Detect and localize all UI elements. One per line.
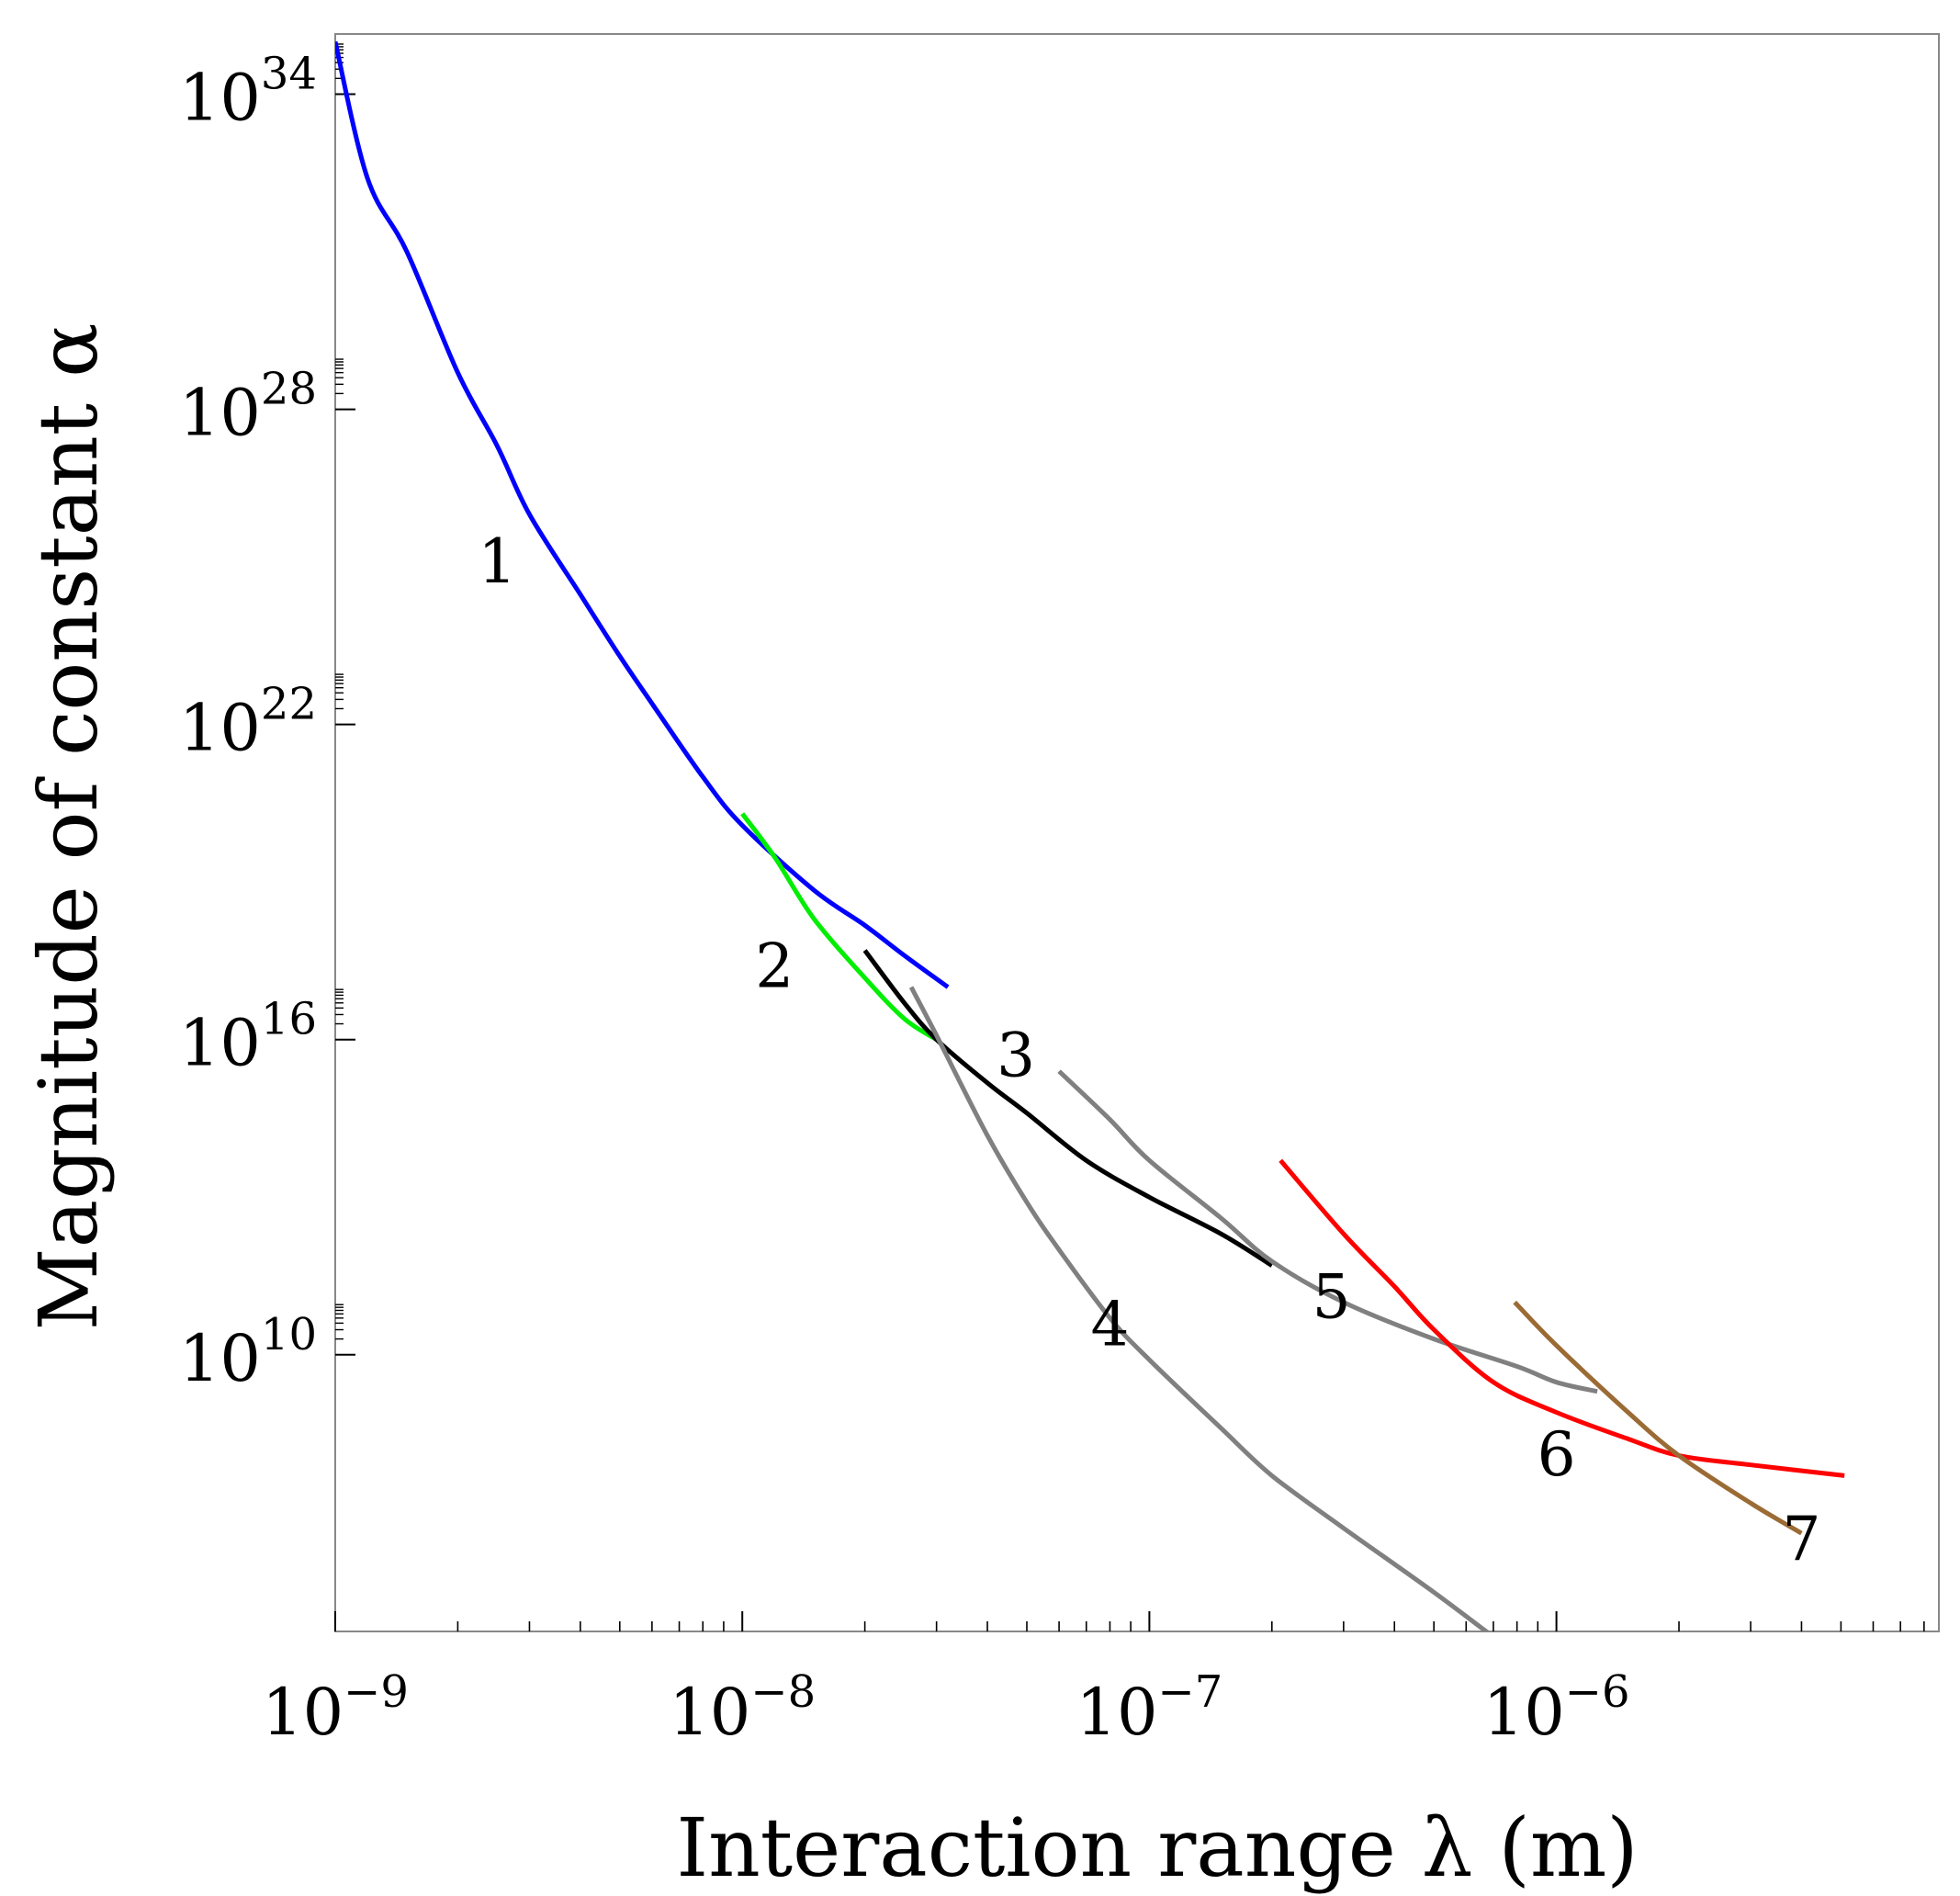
labels-layer: 1 2 3 4 5 6 7 [478, 526, 1820, 1574]
x-tick-label: 10−9 [262, 1666, 409, 1750]
y-tick-base: 10 [179, 376, 261, 451]
curve-label-3: 3 [997, 1020, 1035, 1090]
curve-label-7: 7 [1782, 1504, 1820, 1574]
y-tick-label: 1028 [179, 364, 317, 451]
y-tick-exponent: 34 [261, 49, 317, 100]
x-tick-base: 10 [1483, 1675, 1565, 1750]
y-tick-exponent: 22 [261, 679, 317, 730]
y-axis-title: Magnitude of constant α [21, 322, 116, 1330]
series-line-6 [1279, 1158, 1845, 1478]
y-tick-exponent: 16 [261, 994, 317, 1045]
x-tick-exponent: −9 [344, 1666, 409, 1718]
series-layer [335, 40, 1845, 1631]
x-axis-title: Interaction range λ (m) [676, 1800, 1638, 1895]
curve-label-2: 2 [755, 931, 794, 1001]
y-tick-exponent: 28 [261, 364, 317, 415]
x-tick-base: 10 [1076, 1675, 1157, 1750]
x-tick-label: 10−7 [1076, 1666, 1222, 1750]
curve-label-5: 5 [1312, 1262, 1351, 1333]
series-line-2 [740, 812, 939, 1042]
x-tick-label: 10−8 [669, 1666, 816, 1750]
y-tick-base: 10 [179, 691, 261, 766]
x-tick-base: 10 [669, 1675, 750, 1750]
curve-label-1: 1 [478, 526, 516, 597]
curve-label-4: 4 [1090, 1290, 1129, 1360]
x-tick-exponent: −7 [1158, 1666, 1223, 1718]
y-tick-label: 1034 [179, 49, 317, 136]
series-line-5 [1057, 1069, 1598, 1394]
plot-frame [334, 33, 1940, 1632]
series-line-7 [1513, 1300, 1803, 1536]
x-tick-label: 10−6 [1483, 1666, 1630, 1750]
x-tick-base: 10 [262, 1675, 344, 1750]
y-tick-base: 10 [179, 1006, 261, 1081]
y-tick-label: 1022 [179, 679, 317, 766]
y-tick-base: 10 [179, 1321, 261, 1396]
y-tick-label: 1016 [179, 994, 317, 1081]
x-tick-exponent: −8 [750, 1666, 816, 1718]
series-line-3 [862, 949, 1274, 1268]
y-tick-base: 10 [179, 61, 261, 136]
y-tick-exponent: 10 [261, 1309, 317, 1360]
series-line-4 [908, 986, 1491, 1631]
series-line-1 [335, 40, 950, 989]
curve-label-6: 6 [1538, 1419, 1576, 1490]
y-tick-label: 1010 [179, 1309, 317, 1396]
x-tick-exponent: −6 [1565, 1666, 1630, 1718]
